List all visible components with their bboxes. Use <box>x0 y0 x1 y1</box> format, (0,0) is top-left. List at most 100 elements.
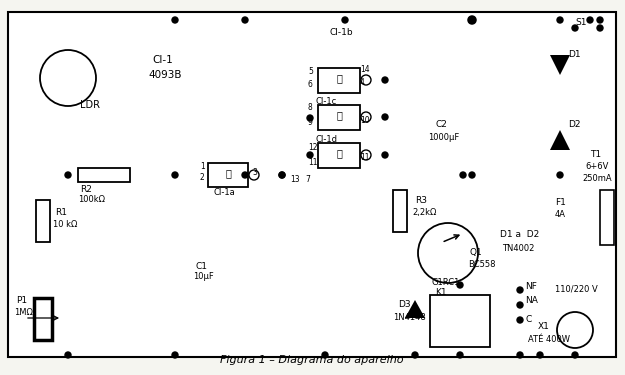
Circle shape <box>572 25 578 31</box>
Text: NA: NA <box>525 296 538 305</box>
Circle shape <box>418 223 478 283</box>
Circle shape <box>537 352 543 358</box>
Text: 1N4148: 1N4148 <box>393 313 426 322</box>
Circle shape <box>469 17 475 23</box>
Bar <box>318 68 360 93</box>
Circle shape <box>172 352 178 358</box>
Text: CI-1d: CI-1d <box>315 135 337 144</box>
Circle shape <box>587 17 593 23</box>
Circle shape <box>517 287 523 293</box>
Text: NF: NF <box>525 282 537 291</box>
Text: 10 kΩ: 10 kΩ <box>53 220 78 229</box>
Text: D2: D2 <box>568 120 581 129</box>
Text: 14: 14 <box>360 65 369 74</box>
Text: 110/220 V: 110/220 V <box>555 285 598 294</box>
Circle shape <box>557 17 563 23</box>
Bar <box>393 190 407 232</box>
Circle shape <box>342 17 348 23</box>
Text: P1: P1 <box>16 296 27 305</box>
Text: R2: R2 <box>80 185 92 194</box>
Text: LDR: LDR <box>80 100 100 110</box>
Circle shape <box>40 50 96 106</box>
Text: 100kΩ: 100kΩ <box>78 195 105 204</box>
Text: C1: C1 <box>195 262 207 271</box>
Bar <box>34 298 52 340</box>
Text: C2: C2 <box>436 120 448 129</box>
Text: CI-1: CI-1 <box>152 55 173 65</box>
Text: ⧍: ⧍ <box>336 148 342 158</box>
Circle shape <box>279 172 285 178</box>
Circle shape <box>382 77 388 83</box>
Text: 6+6V: 6+6V <box>585 162 608 171</box>
Text: 4A: 4A <box>555 210 566 219</box>
Circle shape <box>65 172 71 178</box>
Text: R3: R3 <box>415 196 427 205</box>
Text: CI-1b: CI-1b <box>330 28 354 37</box>
Circle shape <box>517 352 523 358</box>
Text: T1: T1 <box>590 150 601 159</box>
Text: X1: X1 <box>538 322 550 331</box>
Circle shape <box>412 352 418 358</box>
Text: 5: 5 <box>308 67 313 76</box>
Circle shape <box>242 17 248 23</box>
Text: ATÉ 400W: ATÉ 400W <box>528 335 570 344</box>
Text: 1: 1 <box>200 162 205 171</box>
Circle shape <box>382 152 388 158</box>
Bar <box>36 200 50 242</box>
Text: TN4002: TN4002 <box>502 244 534 253</box>
Text: 10: 10 <box>360 116 369 125</box>
Text: 9: 9 <box>308 118 313 127</box>
Text: K1: K1 <box>435 288 447 297</box>
Circle shape <box>517 317 523 323</box>
Text: 6: 6 <box>308 80 313 89</box>
Text: 1000μF: 1000μF <box>428 133 459 142</box>
Polygon shape <box>550 55 570 75</box>
Circle shape <box>249 170 259 180</box>
Text: 4: 4 <box>360 78 365 87</box>
Circle shape <box>382 114 388 120</box>
Circle shape <box>557 312 593 348</box>
Text: 10μF: 10μF <box>193 272 214 281</box>
Text: 7: 7 <box>305 175 310 184</box>
Circle shape <box>457 282 463 288</box>
Text: G1RC1: G1RC1 <box>431 278 459 287</box>
Circle shape <box>361 75 371 85</box>
Circle shape <box>557 172 563 178</box>
Circle shape <box>517 302 523 308</box>
Text: C: C <box>525 315 531 324</box>
Text: Figura 1 – Diagrama do aparelho: Figura 1 – Diagrama do aparelho <box>220 355 404 365</box>
Bar <box>208 163 248 187</box>
Circle shape <box>597 17 603 23</box>
Text: ⧍: ⧍ <box>336 110 342 120</box>
Circle shape <box>361 150 371 160</box>
Text: 4093B: 4093B <box>148 70 181 80</box>
Circle shape <box>242 172 248 178</box>
Circle shape <box>307 152 313 158</box>
Text: 13: 13 <box>290 175 299 184</box>
Bar <box>318 143 360 168</box>
Text: ⧍: ⧍ <box>336 73 342 83</box>
Text: BC558: BC558 <box>468 260 496 269</box>
Text: 11: 11 <box>360 153 369 162</box>
Circle shape <box>469 172 475 178</box>
Text: 2: 2 <box>200 173 205 182</box>
Text: 12: 12 <box>308 143 318 152</box>
Circle shape <box>457 352 463 358</box>
Text: ⧍: ⧍ <box>225 168 231 178</box>
Text: 8: 8 <box>308 103 312 112</box>
Polygon shape <box>405 300 425 318</box>
Circle shape <box>65 352 71 358</box>
Text: Q1: Q1 <box>470 248 482 257</box>
Circle shape <box>322 352 328 358</box>
Circle shape <box>460 172 466 178</box>
Bar <box>318 105 360 130</box>
Circle shape <box>279 172 285 178</box>
Bar <box>78 168 130 182</box>
Text: 250mA: 250mA <box>582 174 612 183</box>
Text: 2,2kΩ: 2,2kΩ <box>412 208 436 217</box>
Circle shape <box>172 17 178 23</box>
Text: S1: S1 <box>575 18 586 27</box>
Text: 3: 3 <box>252 168 257 177</box>
Text: F1: F1 <box>555 198 566 207</box>
Bar <box>600 190 614 245</box>
